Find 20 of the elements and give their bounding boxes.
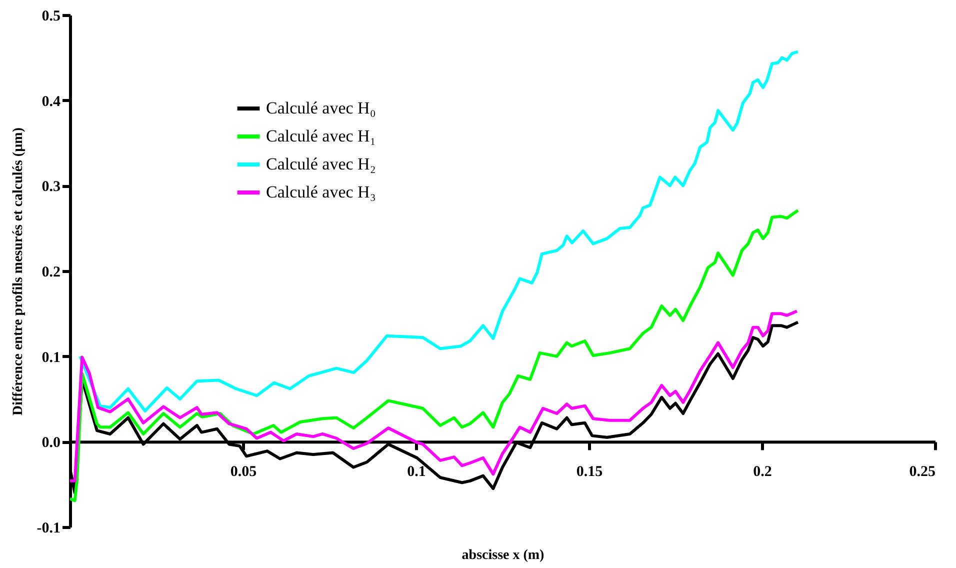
y-tick-label: 0.4 [42,94,61,110]
legend-label: Calculé avec H₂ [266,154,376,174]
y-tick-label: 0.3 [42,179,60,196]
y-tick-label: 0.2 [42,264,60,280]
y-tick-label: -0.1 [36,520,60,536]
legend-label: Calculé avec H₀ [266,98,376,118]
x-tick-label: 0.25 [909,464,936,480]
x-axis-title: abscisse x (m) [462,548,545,564]
x-tick-label: 0.2 [753,464,772,480]
x-tick-label: 0.1 [407,464,426,480]
legend-label: Calculé avec H₁ [266,126,376,146]
x-tick-label: 0.05 [230,464,257,480]
y-tick-label: 0.0 [42,435,60,452]
x-tick-label: 0.15 [576,464,603,480]
legend-label: Calculé avec H₃ [266,182,376,202]
line-series [70,208,800,502]
line-series [78,50,800,412]
y-tick-label: 0.5 [42,8,60,24]
y-axis-title: Différence entre profils mesurés et calculés (µm) [10,127,26,416]
y-tick-label: 0.1 [42,350,60,366]
